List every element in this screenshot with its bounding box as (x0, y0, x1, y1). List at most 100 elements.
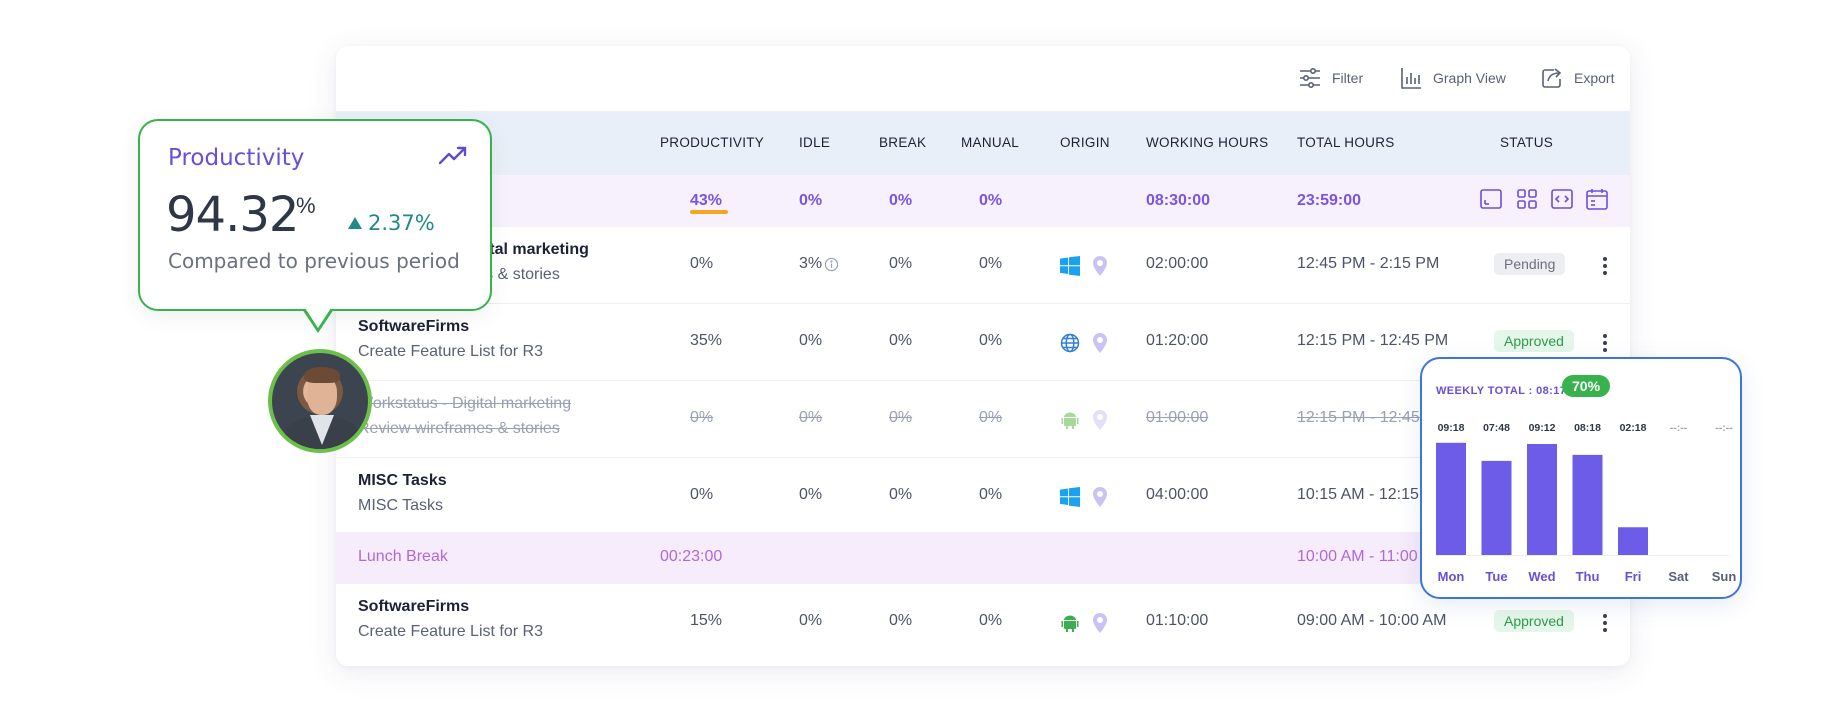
calendar-icon[interactable] (1585, 187, 1609, 211)
idle-value: 0% (799, 332, 823, 349)
status-badge: Approved (1494, 610, 1574, 632)
productivity-change-value: 2.37% (368, 211, 435, 235)
productivity-value: 35% (690, 332, 723, 349)
productivity-value: 0% (690, 486, 714, 503)
break-value: 0% (889, 409, 913, 426)
tick-label-wed: Wed (1528, 569, 1555, 584)
export-label: Export (1574, 70, 1615, 86)
total-break: 0% (889, 192, 913, 209)
weekly-total-value: 08:17 (1536, 385, 1567, 397)
grid-icon[interactable] (1515, 187, 1539, 211)
project-name: MISC Tasks (358, 472, 447, 489)
filter-button[interactable]: Filter (1298, 66, 1363, 90)
manual-value: 0% (979, 409, 1003, 426)
col-origin: ORIGIN (1060, 135, 1110, 150)
data-label-wed: 09:12 (1529, 422, 1556, 434)
break-value: 0% (889, 255, 913, 272)
timesheet-card: Filter Graph View Export PRODUCTIVITY ID… (336, 46, 1630, 666)
weekly-percent-badge: 70% (1562, 375, 1611, 397)
productivity-compare: Compared to previous period (168, 249, 460, 273)
col-status: STATUS (1500, 135, 1554, 150)
status-badge: Pending (1494, 253, 1566, 275)
location-pin-icon (1093, 613, 1107, 633)
bar-wed[interactable] (1527, 444, 1557, 555)
windows-icon (1060, 256, 1080, 276)
bar-tue[interactable] (1481, 460, 1512, 555)
weekly-total-label: WEEKLY TOTAL : 08:17 (1436, 385, 1567, 397)
table-row[interactable]: SoftwareFirms Create Feature List for R3… (336, 304, 1630, 381)
working-hours-value: 01:20:00 (1146, 332, 1209, 349)
tooltip-pointer-inner (305, 308, 331, 328)
bar-thu[interactable] (1572, 454, 1603, 555)
tick-label-mon: Mon (1438, 569, 1465, 584)
info-icon[interactable] (824, 257, 839, 272)
project-name: SoftwareFirms (358, 598, 470, 615)
productivity-underline (690, 210, 728, 214)
total-manual: 0% (979, 192, 1003, 209)
weekly-total-card: WEEKLY TOTAL : 08:17 70% 09:18 Mon 07:48 Tu… (1420, 357, 1742, 599)
more-options-icon[interactable] (1595, 254, 1615, 278)
col-manual: MANUAL (961, 135, 1020, 150)
idle-value: 0% (799, 409, 823, 426)
lunch-break-row: Lunch Break 00:23:00 10:00 AM - 11:00 AM (336, 532, 1630, 584)
idle-value: 0% (799, 612, 823, 629)
data-label-sun: --:-- (1715, 422, 1733, 434)
bar-fri[interactable] (1618, 527, 1648, 555)
break-value: 0% (889, 332, 913, 349)
lunch-time-range: 10:00 AM - 11:00 AM (1297, 548, 1446, 565)
windows-icon (1060, 487, 1080, 507)
manual-value: 0% (979, 612, 1003, 629)
toolbar: Filter Graph View Export (336, 46, 1630, 110)
col-total-hours: TOTAL HOURS (1297, 135, 1395, 150)
task-name: Create Feature List for R3 (358, 623, 543, 640)
break-value: 0% (889, 612, 913, 629)
working-hours-value: 02:00:00 (1146, 255, 1209, 272)
productivity-value: 94.32 (166, 187, 299, 243)
working-hours-value: 01:00:00 (1146, 409, 1209, 426)
time-range: 09:00 AM - 10:00 AM (1297, 612, 1447, 629)
time-range: 12:15 PM - 12:45 PM (1297, 332, 1449, 349)
tick-label-sat: Sat (1668, 569, 1689, 584)
location-pin-icon (1093, 333, 1107, 353)
triangle-up-icon (348, 217, 362, 229)
time-range: 12:45 PM - 2:15 PM (1297, 255, 1440, 272)
graph-view-button[interactable]: Graph View (1399, 66, 1506, 90)
tick-label-sun: Sun (1712, 569, 1737, 584)
task-name: Create Feature List for R3 (358, 343, 543, 360)
lunch-duration: 00:23:00 (660, 548, 723, 565)
export-button[interactable]: Export (1540, 66, 1614, 90)
productivity-value: 0% (690, 255, 714, 272)
productivity-value: 0% (690, 409, 714, 426)
bar-mon[interactable] (1436, 442, 1466, 555)
manual-value: 0% (979, 332, 1003, 349)
filter-label: Filter (1332, 70, 1364, 86)
table-row[interactable]: Workstatus - Digital marketing Review wi… (336, 381, 1630, 458)
filter-icon (1300, 67, 1320, 88)
globe-icon (1060, 333, 1080, 353)
total-hours: 23:59:00 (1297, 192, 1362, 209)
more-options-icon[interactable] (1595, 331, 1615, 355)
data-label-tue: 07:48 (1483, 422, 1510, 434)
total-idle: 0% (799, 192, 823, 209)
idle-value: 3% (799, 255, 823, 272)
screenshot-icon[interactable] (1479, 187, 1503, 211)
col-productivity: PRODUCTIVITY (660, 135, 765, 150)
productivity-card: Productivity 94.32 % 2.37% Compared to p… (138, 119, 492, 311)
total-productivity: 43% (690, 192, 723, 209)
code-icon[interactable] (1550, 187, 1574, 211)
table-row[interactable]: Workstatus - Digital marketing Review wi… (336, 227, 1630, 304)
time-range: 12:15 PM - 12:45 PM (1297, 409, 1449, 426)
status-badge: Approved (1494, 330, 1574, 352)
graph-view-label: Graph View (1433, 70, 1506, 86)
total-working-hours: 08:30:00 (1146, 192, 1211, 209)
table-row[interactable]: SoftwareFirms Create Feature List for R3… (336, 584, 1630, 661)
weekly-bar-chart: 09:18 Mon 07:48 Tue 09:12 Wed 08:18 Thu 02:18 Fri… (1436, 422, 1737, 584)
data-label-thu: 08:18 (1574, 422, 1601, 434)
more-options-icon[interactable] (1595, 611, 1615, 635)
data-label-sat: --:-- (1670, 422, 1688, 434)
totals-row: 43% 0% 0% 0% 08:30:00 23:59:00 (336, 175, 1630, 227)
lunch-label: Lunch Break (358, 548, 448, 565)
trending-up-icon (438, 146, 467, 165)
task-name: MISC Tasks (358, 497, 444, 514)
data-label-mon: 09:18 (1438, 422, 1465, 434)
